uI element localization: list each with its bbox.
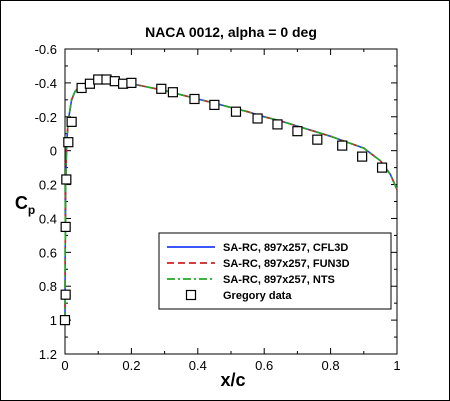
x-tick-label: 0 (61, 358, 68, 373)
gregory-data-point (357, 151, 368, 162)
y-tick-label: 0.4 (39, 211, 57, 226)
x-tick-label: 0.4 (189, 358, 207, 373)
gregory-data-point (60, 289, 71, 300)
y-axis-label-subscript: p (28, 203, 35, 217)
gregory-data-point (167, 87, 178, 98)
y-axis: -0.6 -0.4 -0.2 0 0.2 0.4 0.6 0.8 1 1.2 (35, 42, 397, 362)
gregory-data-point (312, 134, 323, 145)
y-axis-label-main: C (15, 193, 28, 213)
legend: SA-RC, 897x257, CFL3D SA-RC, 897x257, FUN… (158, 232, 392, 310)
gregory-data-point (117, 78, 129, 89)
x-tick-label: 1 (393, 358, 400, 373)
y-tick-label: -0.6 (35, 42, 57, 57)
gregory-data-point (292, 126, 303, 137)
legend-label-2: SA-RC, 897x257, FUN3D (223, 258, 350, 270)
gregory-data-point (189, 93, 200, 105)
legend-label-3: SA-RC, 897x257, NTS (223, 274, 335, 286)
gregory-data-point (101, 74, 112, 85)
x-axis: 0 0.2 0.4 0.6 0.8 1 (61, 49, 401, 373)
x-axis-label: x/c (220, 370, 245, 390)
gregory-data-point (209, 99, 220, 111)
gregory-data-point (76, 82, 87, 94)
gregory-data-point (272, 119, 283, 130)
gregory-data-point (126, 77, 137, 88)
x-tick-label: 0.2 (122, 358, 140, 373)
legend-label-4: Gregory data (223, 290, 292, 302)
legend-label-1: SA-RC, 897x257, CFL3D (223, 242, 348, 254)
gregory-data-point (59, 315, 71, 326)
data-markers (59, 74, 388, 326)
gregory-data-point (376, 162, 388, 173)
gregory-data-point (61, 174, 72, 185)
x-tick-label: 0.6 (255, 358, 273, 373)
y-tick-label: 1 (50, 313, 57, 328)
gregory-data-point (230, 106, 242, 117)
y-axis-label: Cp (15, 193, 35, 217)
y-tick-label: 0 (50, 144, 57, 159)
gregory-data-point (66, 116, 77, 127)
gregory-data-point (93, 74, 104, 85)
y-tick-label: 0.8 (39, 279, 57, 294)
gregory-data-point (252, 113, 263, 124)
gregory-data-point (109, 76, 120, 87)
legend-box (158, 232, 392, 310)
x-tick-label: 0.8 (322, 358, 340, 373)
gregory-data-point (337, 140, 348, 151)
gregory-data-point (60, 221, 71, 233)
gregory-data-point (63, 137, 74, 148)
legend-marker-gregory (185, 289, 197, 301)
y-tick-label: -0.4 (35, 76, 57, 91)
chart-title: NACA 0012, alpha = 0 deg (145, 24, 317, 40)
y-tick-label: 1.2 (39, 347, 57, 362)
y-tick-label: 0.2 (39, 178, 57, 193)
y-tick-label: -0.2 (35, 110, 57, 125)
gregory-data-point (156, 83, 167, 94)
y-tick-label: 0.6 (39, 245, 57, 260)
gregory-data-point (84, 78, 96, 89)
